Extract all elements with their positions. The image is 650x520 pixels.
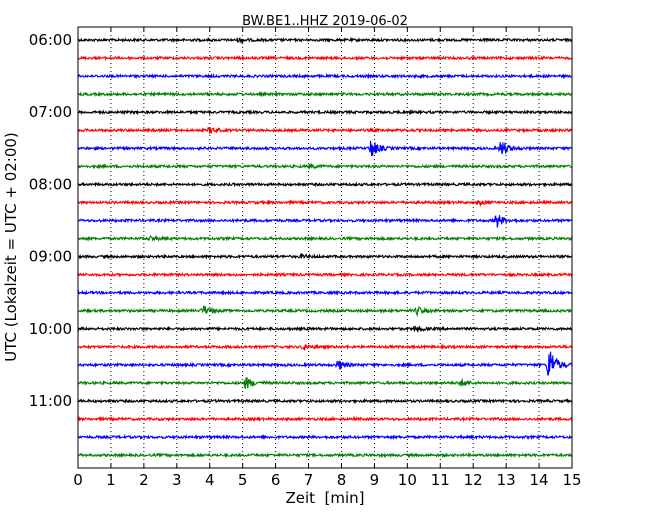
y-tick-label: 09:00 xyxy=(29,248,72,266)
x-axis-label: Zeit [min] xyxy=(285,489,364,507)
x-tick-label: 5 xyxy=(238,471,248,489)
x-tick-label: 7 xyxy=(304,471,314,489)
trace-line xyxy=(77,140,573,157)
trace-line xyxy=(77,289,573,297)
x-tick-label: 11 xyxy=(431,471,450,489)
trace-line xyxy=(77,271,573,278)
trace-line xyxy=(77,215,573,228)
trace-line xyxy=(77,126,573,134)
y-tick-label: 06:00 xyxy=(29,31,72,49)
trace-line xyxy=(77,397,573,405)
trace-line xyxy=(77,305,573,318)
x-tick-label: 0 xyxy=(73,471,83,489)
y-axis: 06:00 07:00 08:00 09:00 10:00 11:00 xyxy=(29,31,572,410)
trace-line xyxy=(77,343,573,351)
trace-line xyxy=(77,181,573,188)
traces xyxy=(77,36,573,459)
plot-frame xyxy=(77,26,573,469)
trace-line xyxy=(77,325,573,333)
x-tick-label: 8 xyxy=(337,471,347,489)
chart-title: BW.BE1..HHZ 2019-06-02 xyxy=(242,14,408,29)
x-tick-label: 2 xyxy=(139,471,149,489)
trace-line xyxy=(77,54,573,62)
x-tick-label: 14 xyxy=(530,471,549,489)
trace-line xyxy=(77,234,573,243)
trace-line xyxy=(77,433,573,441)
trace-line xyxy=(77,163,573,170)
x-tick-label: 12 xyxy=(464,471,483,489)
x-tick-label: 4 xyxy=(205,471,215,489)
trace-line xyxy=(77,415,573,423)
y-tick-label: 07:00 xyxy=(29,103,72,121)
x-axis: 0 1 2 3 4 5 6 7 8 9 10 11 12 13 14 15 xyxy=(73,27,582,489)
x-tick-label: 1 xyxy=(106,471,116,489)
grid xyxy=(110,27,540,468)
x-tick-label: 9 xyxy=(370,471,380,489)
trace-line xyxy=(77,72,573,80)
trace-line xyxy=(77,252,573,260)
trace-line xyxy=(77,109,573,116)
trace-line xyxy=(77,36,573,45)
trace-line xyxy=(77,90,573,98)
trace-line xyxy=(77,199,573,208)
x-tick-label: 10 xyxy=(398,471,417,489)
trace-line xyxy=(77,377,573,389)
y-tick-label: 08:00 xyxy=(29,175,72,193)
y-tick-label: 10:00 xyxy=(29,320,72,338)
y-axis-label: UTC (Lokalzeit = UTC + 02:00) xyxy=(2,132,20,362)
x-tick-label: 3 xyxy=(172,471,182,489)
x-tick-label: 13 xyxy=(497,471,516,489)
y-tick-label: 11:00 xyxy=(29,392,72,410)
trace-line xyxy=(77,451,573,459)
trace-line xyxy=(77,351,573,376)
x-tick-label: 15 xyxy=(562,471,581,489)
x-tick-label: 6 xyxy=(271,471,281,489)
